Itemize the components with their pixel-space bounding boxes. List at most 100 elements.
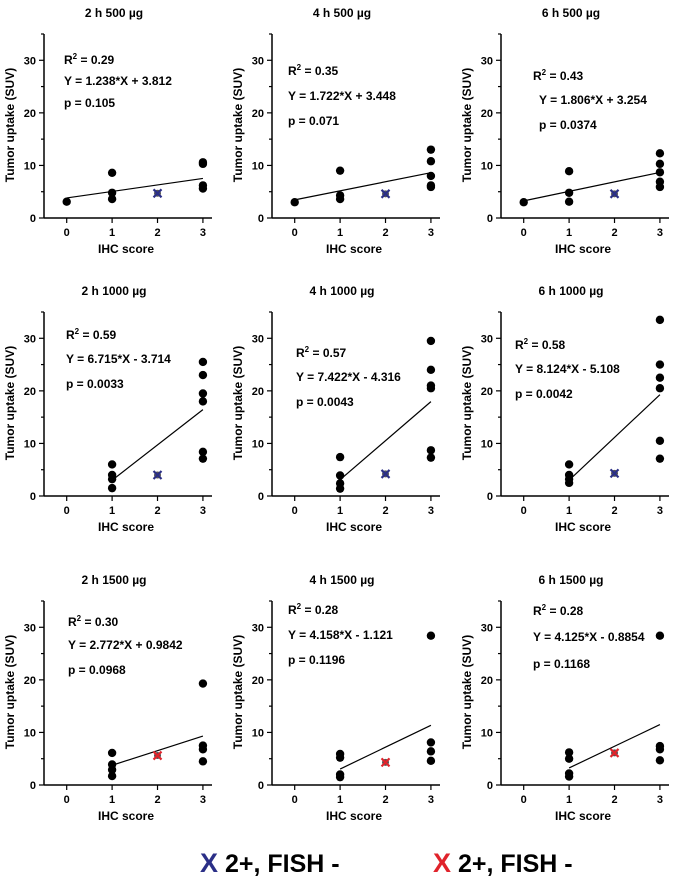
y-tick-label: 20 [252, 108, 264, 120]
data-point [426, 453, 436, 462]
data-point [335, 484, 345, 493]
regression-line [568, 724, 661, 769]
x-tick-label: 0 [64, 505, 70, 517]
y-tick-label: 0 [30, 213, 36, 225]
data-point [335, 772, 345, 782]
data-point [62, 197, 71, 206]
equals-sign: = [528, 338, 542, 352]
legend-marker-red: X [433, 848, 452, 878]
y-axis-label: Tumor uptake (SUV) [460, 67, 474, 183]
y-tick-label: 10 [24, 727, 36, 739]
equals-sign: = [546, 604, 560, 618]
p-value: p = 0.0374 [539, 118, 597, 132]
y-tick-label: 20 [481, 108, 493, 120]
y-tick-label: 10 [252, 438, 264, 450]
x-tick-label: 0 [521, 505, 527, 517]
data-point [335, 471, 345, 480]
superscript: 2 [76, 614, 82, 623]
x-tick-label: 3 [200, 794, 206, 806]
chart-title: 4 h 1000 µg [309, 284, 375, 298]
regression-equation: Y = 6.715*X - 3.714 [66, 352, 171, 366]
r-squared-value: 0.28 [314, 603, 339, 617]
x-axis-label: IHC score [555, 809, 612, 823]
data-point [564, 460, 574, 469]
equals-sign: = [301, 603, 315, 617]
y-tick-label: 30 [24, 333, 36, 345]
x-tick-label: 1 [337, 794, 343, 806]
regression-line [339, 401, 432, 481]
data-point [426, 145, 436, 154]
legend: X 2+, FISH - X 2+, FISH - [0, 848, 685, 884]
x-axis-label: IHC score [326, 809, 383, 823]
data-point [198, 370, 208, 380]
data-point [655, 360, 665, 369]
chart-panel: 0 10 20 30 0 1 2 3 6 h 500 µg IHC score Tumor upta… [457, 0, 685, 280]
chart-title: 2 h 500 µg [84, 6, 144, 20]
data-point [107, 474, 117, 484]
x-tick-label: 2 [611, 505, 617, 517]
superscript: 2 [296, 602, 302, 611]
data-point [107, 771, 117, 781]
x-tick-label: 1 [109, 505, 115, 517]
x-tick-label: 2 [154, 227, 160, 239]
p-value: p = 0.0968 [68, 663, 126, 677]
data-point [426, 336, 436, 346]
superscript: 2 [74, 327, 80, 336]
r-squared: R2 = 0.35 [288, 63, 338, 78]
chart-panel: 0 10 20 30 0 1 2 3 4 h 1500 µg IHC score Tumor upt… [228, 567, 456, 847]
x-tick-label: 1 [566, 227, 572, 239]
y-axis-label: Tumor uptake (SUV) [3, 634, 17, 750]
data-point [107, 483, 117, 493]
data-point [655, 631, 665, 640]
superscript: 2 [541, 68, 547, 77]
regression-line [523, 171, 661, 202]
regression-line [111, 409, 204, 481]
regression-line [568, 394, 661, 481]
scatter-plot: 0 10 20 30 0 1 2 3 [24, 33, 212, 239]
y-tick-label: 10 [24, 160, 36, 172]
y-tick-label: 30 [481, 622, 493, 634]
data-point [655, 454, 665, 463]
data-point [335, 194, 345, 204]
data-point [107, 188, 117, 197]
y-axis-label: Tumor uptake (SUV) [231, 345, 245, 461]
data-point [107, 748, 117, 758]
r-squared-symbol: R [296, 346, 305, 360]
regression-equation: Y = 1.722*X + 3.448 [288, 89, 396, 103]
data-point [426, 384, 436, 393]
data-point [655, 149, 665, 158]
x-tick-label: 3 [428, 794, 434, 806]
data-point [426, 171, 436, 181]
fish-marker [152, 750, 163, 761]
y-tick-label: 20 [24, 108, 36, 120]
scatter-plot: 0 10 20 30 0 1 2 3 [252, 311, 440, 517]
y-tick-label: 30 [252, 55, 264, 67]
data-point [198, 158, 208, 167]
y-tick-label: 0 [258, 213, 264, 225]
data-point [426, 182, 436, 192]
data-point [335, 753, 345, 762]
data-point [198, 397, 208, 406]
y-tick-label: 30 [252, 333, 264, 345]
x-tick-label: 0 [521, 794, 527, 806]
scatter-plot: 0 10 20 30 0 1 2 3 [481, 600, 669, 806]
fish-marker [152, 188, 163, 199]
regression-equation: Y = 1.806*X + 3.254 [539, 93, 647, 107]
data-point [107, 194, 117, 204]
data-point [564, 772, 574, 781]
data-point [198, 357, 208, 367]
x-tick-label: 1 [109, 227, 115, 239]
data-point [107, 460, 117, 469]
chart-title: 4 h 500 µg [312, 6, 372, 20]
y-axis-label: Tumor uptake (SUV) [460, 634, 474, 750]
fish-marker [152, 470, 163, 480]
data-point [426, 631, 436, 640]
y-tick-label: 10 [24, 438, 36, 450]
p-value: p = 0.1196 [288, 653, 346, 667]
chart-title: 2 h 1000 µg [81, 284, 147, 298]
r-squared-symbol: R [66, 328, 75, 342]
scatter-plot: 0 10 20 30 0 1 2 3 [481, 33, 669, 239]
legend-item-blue: X 2+, FISH - [200, 848, 340, 879]
p-value: p = 0.105 [64, 96, 116, 110]
regression-equation: Y = 8.124*X - 5.108 [515, 362, 620, 376]
